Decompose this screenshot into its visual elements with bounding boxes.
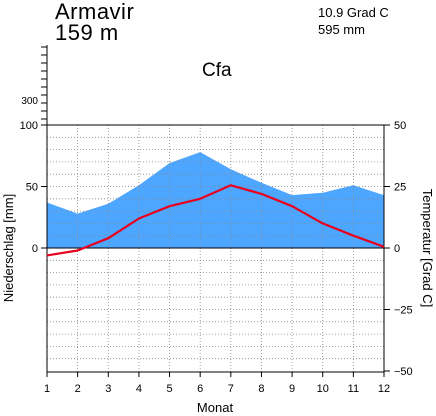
station-name: Armavir [55, 0, 135, 24]
left-tick-label: 100 [20, 120, 38, 132]
x-axis-label: Monat [197, 400, 234, 415]
left-tick-label: 0 [32, 243, 38, 255]
x-tick-label: 8 [258, 383, 264, 395]
x-tick-label: 1 [44, 383, 50, 395]
climate-classification: Cfa [202, 60, 232, 81]
y-axis-label-left: Niederschlag [mm] [1, 194, 16, 302]
precipitation-area [47, 152, 384, 248]
x-tick-label: 2 [75, 383, 81, 395]
left-tick-label: 50 [26, 182, 38, 194]
x-tick-label: 4 [136, 383, 142, 395]
annual-precipitation: 595 mm [318, 22, 365, 37]
right-tick-label: 0 [394, 243, 400, 255]
right-tick-label: −50 [394, 366, 413, 378]
x-tick-label: 6 [197, 383, 203, 395]
station-elevation: 159 m [55, 20, 119, 45]
annual-mean-temperature: 10.9 Grad C [318, 5, 389, 20]
upper-tick-label: 300 [21, 96, 38, 107]
x-tick-label: 7 [228, 383, 234, 395]
x-tick-label: 11 [348, 383, 359, 395]
x-tick-label: 9 [289, 383, 295, 395]
x-tick-label: 12 [378, 383, 390, 395]
right-tick-label: −25 [394, 305, 413, 317]
right-tick-label: 25 [394, 182, 406, 194]
right-tick-label: 50 [394, 120, 406, 132]
x-tick-label: 5 [166, 383, 172, 395]
temperature-line [46, 184, 385, 257]
x-tick-label: 10 [317, 383, 329, 395]
y-axis-label-right: Temperatur [Grad C] [420, 189, 435, 308]
x-tick-label: 3 [105, 383, 111, 395]
